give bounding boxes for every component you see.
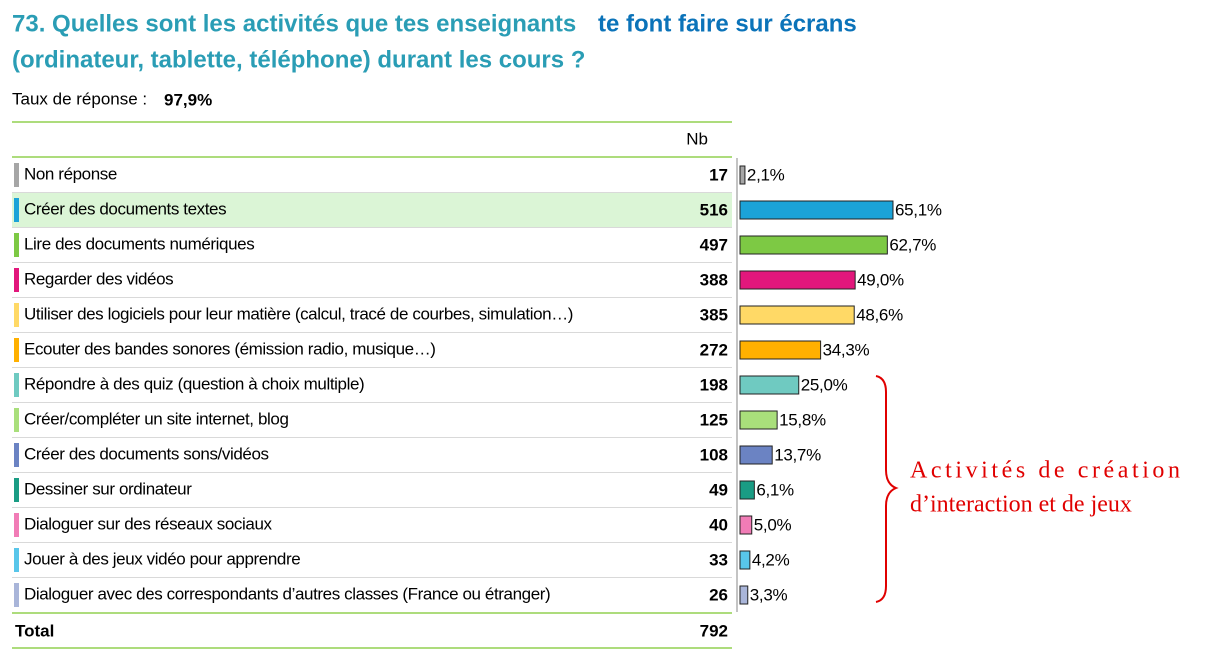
bar (739, 445, 773, 465)
category-label: Dialoguer sur des réseaux sociaux (24, 514, 273, 533)
value-label: 25,0% (801, 375, 848, 394)
count: 385 (700, 305, 728, 324)
bar (739, 270, 856, 290)
value-label: 6,1% (756, 480, 794, 499)
count: 26 (709, 585, 728, 604)
bar (739, 550, 751, 570)
count: 49 (709, 480, 728, 499)
bar (739, 375, 800, 395)
category-label: Lire des documents numériques (24, 234, 254, 253)
row-marker (14, 338, 19, 362)
row-marker (14, 583, 19, 607)
value-label: 15,8% (779, 410, 826, 429)
count: 40 (709, 515, 728, 534)
row-marker (14, 548, 19, 572)
count: 388 (700, 270, 728, 289)
count: 125 (700, 410, 728, 429)
bracket (875, 375, 899, 603)
value-label: 34,3% (823, 340, 870, 359)
count: 516 (700, 200, 728, 219)
row-marker (14, 303, 19, 327)
count: 108 (700, 445, 728, 464)
value-label: 4,2% (752, 550, 790, 569)
count: 33 (709, 550, 728, 569)
title-line: te font faire sur écrans (598, 10, 857, 37)
count: 497 (700, 235, 728, 254)
count: 17 (709, 165, 728, 184)
category-label: Créer/compléter un site internet, blog (24, 409, 289, 428)
bar (739, 410, 778, 430)
bar (739, 480, 755, 500)
category-label: Dessiner sur ordinateur (24, 479, 192, 498)
row-marker (14, 478, 19, 502)
row-marker (14, 163, 19, 187)
category-label: Créer des documents sons/vidéos (24, 444, 269, 463)
category-label: Répondre à des quiz (question à choix mu… (24, 374, 364, 393)
value-label: 65,1% (895, 200, 942, 219)
value-label: 5,0% (754, 515, 792, 534)
count: 198 (700, 375, 728, 394)
category-label: Regarder des vidéos (24, 269, 173, 288)
subtitle: Taux de réponse : (12, 89, 147, 108)
total: 792 (700, 621, 728, 640)
value-label: 2,1% (747, 165, 785, 184)
title-line: 73. Quelles sont les activités que tes e… (12, 10, 576, 37)
category-label: Dialoguer avec des correspondants d’autr… (24, 584, 550, 603)
value-label: 13,7% (774, 445, 821, 464)
category-label: Jouer à des jeux vidéo pour apprendre (24, 549, 300, 568)
row-marker (14, 268, 19, 292)
bar (739, 340, 822, 360)
response-rate: 97,9% (164, 90, 212, 109)
value-label: 49,0% (857, 270, 904, 289)
row-marker (14, 443, 19, 467)
total-label: Total (15, 621, 54, 640)
category-label: Créer des documents textes (24, 199, 226, 218)
bar (739, 200, 894, 220)
value-label: 3,3% (750, 585, 788, 604)
bar (739, 515, 753, 535)
value-label: 62,7% (889, 235, 936, 254)
title-line: (ordinateur, tablette, téléphone) durant… (12, 46, 585, 73)
count: 272 (700, 340, 728, 359)
annotation: Activités de création (910, 458, 1180, 484)
row-highlight (12, 193, 732, 227)
bar (739, 235, 888, 255)
count-header: Nb (686, 129, 708, 148)
bar (739, 305, 855, 325)
row-marker (14, 408, 19, 432)
row-marker (14, 198, 19, 222)
category-label: Non réponse (24, 164, 117, 183)
bar (739, 165, 746, 185)
row-marker (14, 233, 19, 257)
row-marker (14, 373, 19, 397)
annotation: d’interaction et de jeux (910, 492, 1132, 518)
bar (739, 585, 749, 605)
category-label: Ecouter des bandes sonores (émission rad… (24, 339, 436, 358)
value-label: 48,6% (856, 305, 903, 324)
row-marker (14, 513, 19, 537)
category-label: Utiliser des logiciels pour leur matière… (24, 304, 573, 323)
